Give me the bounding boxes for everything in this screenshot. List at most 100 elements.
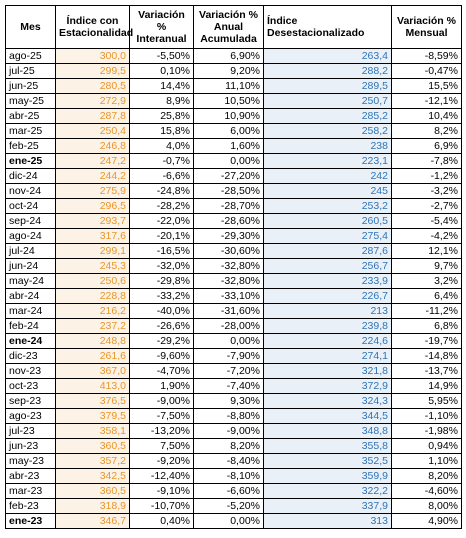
table-cell: may-23 xyxy=(5,453,56,469)
table-cell: 318,9 xyxy=(55,498,130,514)
table-cell: 8,9% xyxy=(129,93,194,109)
header-cell: Variación % Mensual xyxy=(391,5,462,49)
table-cell: 299,5 xyxy=(55,63,130,79)
table-cell: 0,00% xyxy=(193,513,264,529)
table-cell: -8,80% xyxy=(193,408,264,424)
table-cell: 289,5 xyxy=(263,78,392,94)
table-row: feb-23 318,9 -10,70% -5,20% 337,9 8,00% xyxy=(5,498,462,514)
table-cell: 10,4% xyxy=(391,108,462,124)
table-row: dic-23 261,6 -9,60% -7,90% 274,1 -14,8% xyxy=(5,348,462,364)
table-cell: ene-24 xyxy=(5,333,56,349)
table-cell: 6,9% xyxy=(391,138,462,154)
table-cell: -29,30% xyxy=(193,228,264,244)
table-row: feb-25 246,8 4,0% 1,60% 238 6,9% xyxy=(5,138,462,154)
table-row: ene-24 248,8 -29,2% 0,00% 224,6 -19,7% xyxy=(5,333,462,349)
table-cell: 357,2 xyxy=(55,453,130,469)
table-cell: -7,50% xyxy=(129,408,194,424)
table-cell: 287,8 xyxy=(55,108,130,124)
table-cell: 14,4% xyxy=(129,78,194,94)
table-cell: 8,20% xyxy=(391,468,462,484)
header-cell: Mes xyxy=(5,5,56,49)
table-cell: feb-23 xyxy=(5,498,56,514)
table-cell: -40,0% xyxy=(129,303,194,319)
table-cell: -20,1% xyxy=(129,228,194,244)
table-cell: 3,2% xyxy=(391,273,462,289)
table-cell: -4,2% xyxy=(391,228,462,244)
table-cell: 0,94% xyxy=(391,438,462,454)
table-cell: -13,20% xyxy=(129,423,194,439)
table-row: mar-24 216,2 -40,0% -31,60% 213 -11,2% xyxy=(5,303,462,319)
table-cell: -8,59% xyxy=(391,48,462,64)
table-cell: 0,00% xyxy=(193,153,264,169)
table-cell: -29,8% xyxy=(129,273,194,289)
header-cell: Variación % Anual Acumulada xyxy=(193,5,264,49)
table-cell: -26,6% xyxy=(129,318,194,334)
table-cell: 260,5 xyxy=(263,213,392,229)
table-cell: 11,10% xyxy=(193,78,264,94)
table-cell: 25,8% xyxy=(129,108,194,124)
table-row: may-25 272,9 8,9% 10,50% 250,7 -12,1% xyxy=(5,93,462,109)
table-cell: -4,60% xyxy=(391,483,462,499)
table-cell: ago-24 xyxy=(5,228,56,244)
table-cell: 6,8% xyxy=(391,318,462,334)
table-row: dic-24 244,2 -6,6% -27,20% 242 -1,2% xyxy=(5,168,462,184)
data-table: Mes Índice con Estacionalidad Variación % … xyxy=(5,5,462,529)
table-row: oct-23 413,0 1,90% -7,40% 372,9 14,9% xyxy=(5,378,462,394)
table-cell: sep-24 xyxy=(5,213,56,229)
table-cell: 280,5 xyxy=(55,78,130,94)
table-cell: mar-24 xyxy=(5,303,56,319)
table-cell: 285,2 xyxy=(263,108,392,124)
table-cell: 223,1 xyxy=(263,153,392,169)
table-row: nov-24 275,9 -24,8% -28,50% 245 -3,2% xyxy=(5,183,462,199)
table-cell: -12,40% xyxy=(129,468,194,484)
table-cell: 359,9 xyxy=(263,468,392,484)
table-cell: 9,20% xyxy=(193,63,264,79)
table-cell: 0,40% xyxy=(129,513,194,529)
table-cell: jul-25 xyxy=(5,63,56,79)
table-cell: 250,4 xyxy=(55,123,130,139)
table-row: abr-25 287,8 25,8% 10,90% 285,2 10,4% xyxy=(5,108,462,124)
table-cell: -7,20% xyxy=(193,363,264,379)
table-cell: 321,8 xyxy=(263,363,392,379)
table-cell: -8,40% xyxy=(193,453,264,469)
table-cell: 8,00% xyxy=(391,498,462,514)
table-cell: 372,9 xyxy=(263,378,392,394)
table-cell: -5,20% xyxy=(193,498,264,514)
table-cell: -4,70% xyxy=(129,363,194,379)
table-row: ene-23 346,7 0,40% 0,00% 313 4,90% xyxy=(5,513,462,529)
table-cell: 250,6 xyxy=(55,273,130,289)
table-cell: 6,00% xyxy=(193,123,264,139)
table-cell: 245 xyxy=(263,183,392,199)
table-cell: -33,10% xyxy=(193,288,264,304)
table-cell: 216,2 xyxy=(55,303,130,319)
table-cell: oct-24 xyxy=(5,198,56,214)
table-cell: 313 xyxy=(263,513,392,529)
table-cell: -7,8% xyxy=(391,153,462,169)
table-row: sep-23 376,5 -9,00% 9,30% 324,3 5,95% xyxy=(5,393,462,409)
table-row: may-24 250,6 -29,8% -32,80% 233,9 3,2% xyxy=(5,273,462,289)
table-cell: -7,90% xyxy=(193,348,264,364)
table-cell: 299,1 xyxy=(55,243,130,259)
table-row: jun-23 360,5 7,50% 8,20% 355,8 0,94% xyxy=(5,438,462,454)
table-cell: 237,2 xyxy=(55,318,130,334)
table-cell: 6,4% xyxy=(391,288,462,304)
table-cell: 293,7 xyxy=(55,213,130,229)
table-cell: 296,5 xyxy=(55,198,130,214)
table-row: nov-23 367,0 -4,70% -7,20% 321,8 -13,7% xyxy=(5,363,462,379)
table-cell: -9,00% xyxy=(193,423,264,439)
table-cell: 247,2 xyxy=(55,153,130,169)
table-cell: 258,2 xyxy=(263,123,392,139)
table-cell: 4,90% xyxy=(391,513,462,529)
table-cell: 15,5% xyxy=(391,78,462,94)
table-cell: -5,4% xyxy=(391,213,462,229)
table-cell: 1,10% xyxy=(391,453,462,469)
table-cell: -27,20% xyxy=(193,168,264,184)
table-cell: 348,8 xyxy=(263,423,392,439)
table-cell: 274,1 xyxy=(263,348,392,364)
table-cell: dic-24 xyxy=(5,168,56,184)
table-cell: 213 xyxy=(263,303,392,319)
table-cell: 287,6 xyxy=(263,243,392,259)
header-row: Mes Índice con Estacionalidad Variación % … xyxy=(5,5,462,49)
table-cell: -0,47% xyxy=(391,63,462,79)
